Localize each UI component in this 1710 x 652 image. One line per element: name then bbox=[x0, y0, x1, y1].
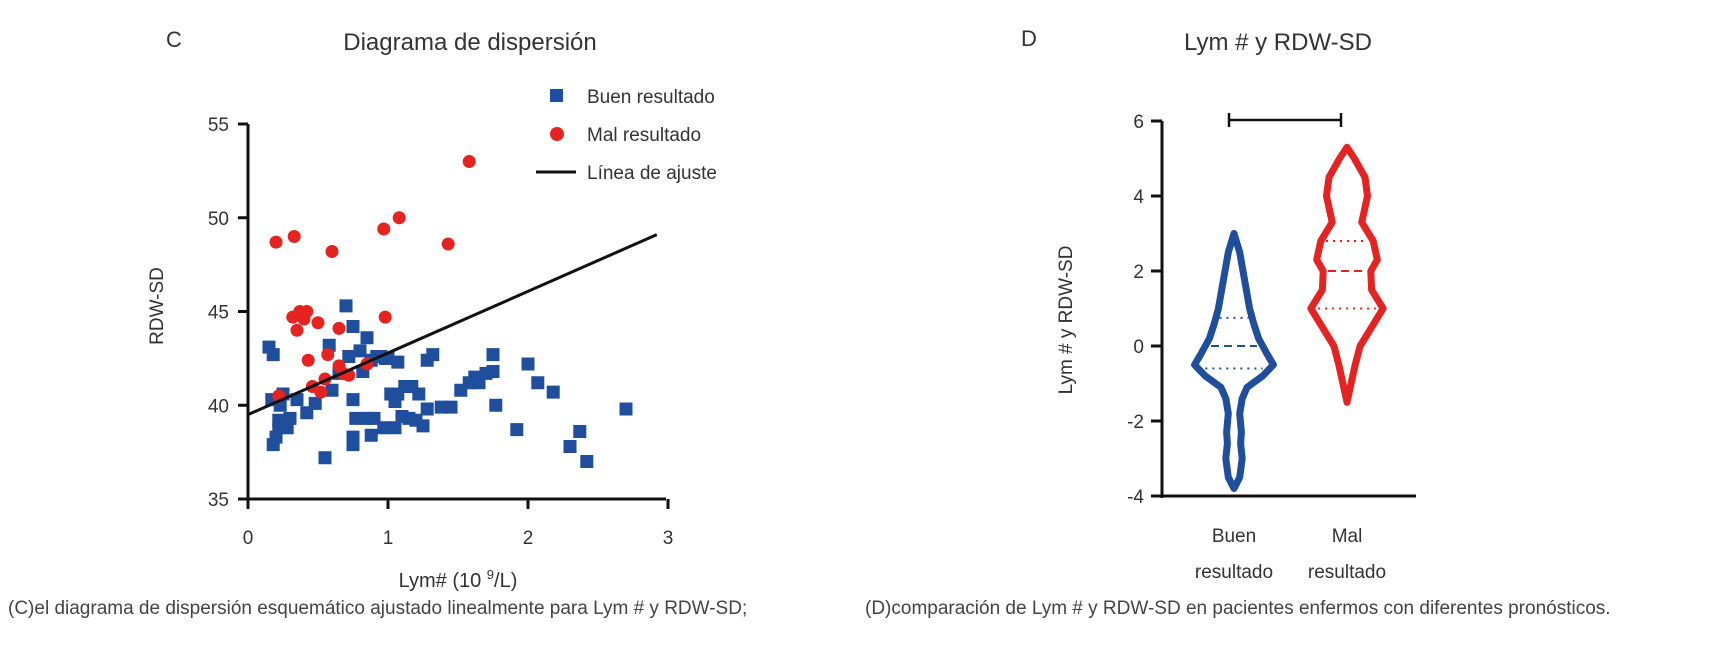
y-tick-label-c-2: 45 bbox=[208, 303, 229, 324]
point-good-39 bbox=[388, 421, 402, 435]
point-bad-21 bbox=[392, 211, 406, 225]
violin-good bbox=[1191, 230, 1277, 492]
y-tick-label-d-5: 6 bbox=[1133, 112, 1144, 133]
category-label-good-line2: resultado bbox=[1195, 562, 1273, 583]
point-good-1 bbox=[266, 348, 280, 362]
point-good-24 bbox=[349, 411, 363, 425]
point-bad-9 bbox=[311, 316, 325, 330]
category-label-good-line1: Buen bbox=[1212, 526, 1256, 547]
point-good-16 bbox=[325, 383, 339, 397]
fit-line bbox=[247, 233, 658, 416]
x-tick-label-c-1: 1 bbox=[383, 528, 394, 549]
point-good-60 bbox=[489, 398, 503, 412]
x-tick-label-c-2: 2 bbox=[523, 528, 534, 549]
point-bad-3 bbox=[290, 323, 304, 337]
point-good-68 bbox=[580, 455, 594, 468]
y-tick-label-d-3: 2 bbox=[1133, 262, 1144, 283]
point-good-34 bbox=[377, 421, 391, 435]
point-good-51 bbox=[426, 348, 440, 362]
point-good-52 bbox=[434, 400, 448, 414]
y-tick-label-c-1: 40 bbox=[208, 396, 229, 417]
point-good-63 bbox=[521, 357, 535, 371]
y-tick-label-d-0: -4 bbox=[1127, 487, 1144, 508]
point-good-10 bbox=[283, 411, 297, 425]
point-bad-7 bbox=[301, 353, 315, 367]
point-good-64 bbox=[531, 376, 545, 390]
caption-c: (C)el diagrama de dispersión esquemático… bbox=[8, 598, 748, 619]
violins bbox=[1191, 143, 1387, 492]
y-tick-label-d-2: 0 bbox=[1133, 337, 1144, 358]
violin-title: Lym # y RDW-SD bbox=[1184, 29, 1372, 56]
scatter-title: Diagrama de dispersión bbox=[343, 29, 596, 56]
violin-panel: D Lym # y RDW-SD -4 -2 0 2 4 6 Lym # y RDW-SD… bbox=[1021, 26, 1416, 583]
legend-label-good: Buen resultado bbox=[587, 87, 715, 108]
point-good-30 bbox=[364, 428, 378, 442]
legend-marker-good bbox=[550, 89, 563, 102]
point-good-69 bbox=[619, 402, 633, 416]
point-good-53 bbox=[444, 400, 458, 414]
y-tick-label-c-3: 50 bbox=[208, 209, 229, 230]
point-good-67 bbox=[573, 425, 587, 438]
point-good-40 bbox=[391, 355, 405, 369]
point-good-20 bbox=[346, 320, 360, 333]
point-good-66 bbox=[563, 440, 577, 453]
point-good-62 bbox=[510, 423, 524, 437]
point-good-25 bbox=[353, 344, 367, 358]
x-axis-label-c: Lym# (10 9/L) bbox=[399, 567, 518, 592]
point-bad-22 bbox=[441, 237, 455, 251]
point-good-65 bbox=[546, 385, 560, 399]
caption-d: (D)comparación de Lym # y RDW-SD en paci… bbox=[865, 598, 1611, 619]
point-good-50 bbox=[420, 402, 434, 416]
point-bad-19 bbox=[377, 222, 391, 236]
y-ticks-c: 35 40 45 50 55 bbox=[208, 115, 248, 511]
point-bad-20 bbox=[378, 310, 392, 324]
scatter-panel: C Diagrama de dispersión 35 40 45 50 55 0 1 2 3… bbox=[147, 27, 717, 592]
violin-bad bbox=[1307, 143, 1387, 406]
point-good-23 bbox=[346, 430, 360, 444]
point-good-59 bbox=[486, 348, 500, 362]
category-label-bad-line1: Mal bbox=[1332, 526, 1363, 547]
point-good-47 bbox=[412, 387, 426, 401]
legend-label-fit: Línea de ajuste bbox=[587, 163, 717, 184]
y-tick-label-d-4: 4 bbox=[1133, 187, 1144, 208]
point-good-27 bbox=[360, 331, 374, 345]
x-tick-label-c-0: 0 bbox=[243, 528, 254, 549]
point-bad-23 bbox=[462, 155, 476, 168]
point-good-13 bbox=[308, 396, 322, 410]
point-bad-1 bbox=[287, 230, 301, 243]
y-axis-label-d: Lym # y RDW-SD bbox=[1056, 246, 1077, 395]
panel-letter-c: C bbox=[166, 27, 182, 52]
point-bad-12 bbox=[321, 348, 335, 362]
legend-label-bad: Mal resultado bbox=[587, 125, 701, 146]
point-good-31 bbox=[367, 411, 381, 425]
point-bad-14 bbox=[332, 321, 346, 335]
y-axis-label-c: RDW-SD bbox=[147, 267, 168, 345]
y-tick-label-d-1: -2 bbox=[1127, 412, 1144, 433]
point-bad-10 bbox=[314, 385, 328, 399]
point-good-21 bbox=[346, 393, 360, 407]
point-good-48 bbox=[416, 419, 430, 433]
point-bad-6 bbox=[300, 305, 314, 318]
scatter-points bbox=[262, 155, 633, 468]
y-ticks-d: -4 -2 0 2 4 6 bbox=[1127, 112, 1162, 508]
point-good-18 bbox=[339, 299, 353, 313]
point-good-11 bbox=[290, 393, 304, 407]
point-bad-13 bbox=[325, 245, 339, 258]
x-ticks-c: 0 1 2 3 bbox=[243, 499, 674, 549]
x-tick-label-c-3: 3 bbox=[663, 528, 674, 549]
panel-letter-d: D bbox=[1021, 26, 1037, 51]
category-label-bad-line2: resultado bbox=[1308, 562, 1386, 583]
legend-marker-bad bbox=[550, 127, 564, 141]
y-tick-label-c-0: 35 bbox=[208, 490, 229, 511]
point-good-61 bbox=[486, 365, 500, 378]
y-tick-label-c-4: 55 bbox=[208, 115, 229, 136]
legend: Buen resultado Mal resultado Línea de aj… bbox=[536, 87, 717, 184]
point-good-19 bbox=[342, 350, 356, 363]
point-bad-0 bbox=[269, 235, 283, 249]
point-good-14 bbox=[318, 451, 332, 465]
